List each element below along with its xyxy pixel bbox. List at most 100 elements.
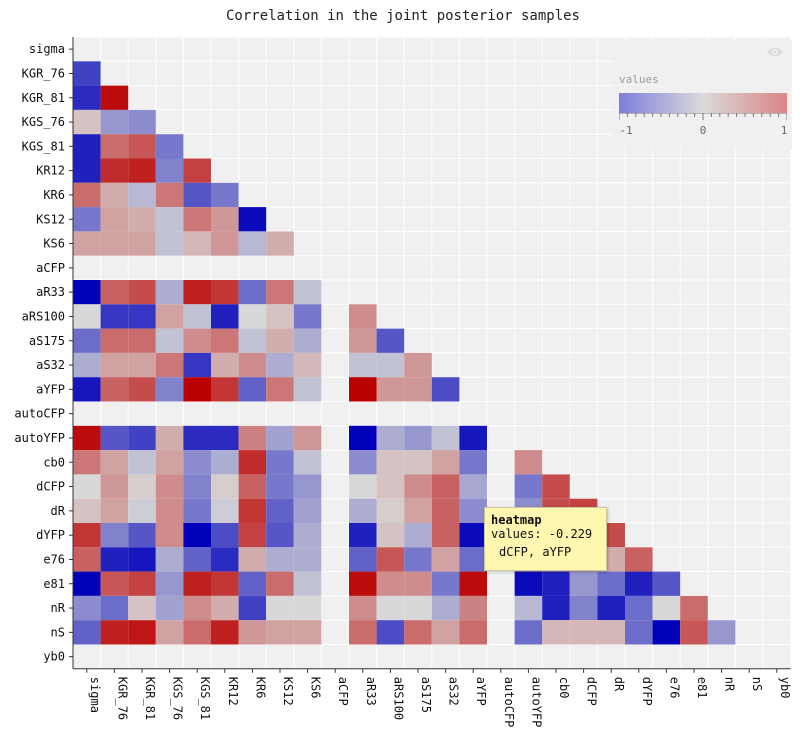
heatmap-cell[interactable]: dCFP, KS12: -0.45 xyxy=(266,474,294,499)
heatmap-cell[interactable]: nR, aR33: 0.35 xyxy=(349,595,377,621)
heatmap-cell[interactable]: e81, KGR_81: 0.7 xyxy=(128,571,156,596)
heatmap-cell[interactable]: dR, aYFP: -0.35 xyxy=(459,498,487,523)
heatmap-cell[interactable]: KS6, KGR_81: 0.25 xyxy=(128,231,156,256)
heatmap-cell[interactable]: nR, KGS_81: 0.35 xyxy=(183,595,211,621)
heatmap-cell[interactable]: aR33, KS6: -0.1 xyxy=(293,280,322,305)
heatmap-cell[interactable]: dYFP, KGR_81: -0.6 xyxy=(128,523,156,548)
heatmap-cell[interactable]: nR, dYFP: -0.5 xyxy=(625,595,653,621)
heatmap-cell[interactable]: aS175, KGS_81: 0.35 xyxy=(183,328,211,353)
heatmap-cell[interactable]: KS12, sigma: -0.45 xyxy=(73,207,101,232)
heatmap-cell[interactable]: dCFP, aR33: 0 xyxy=(349,474,377,499)
heatmap-cell[interactable]: nR, KS12: 0 xyxy=(266,595,294,621)
heatmap-cell[interactable]: cb0, aS32: 0.25 xyxy=(431,450,460,475)
heatmap-cell[interactable]: cb0, autoYFP: 0.35 xyxy=(514,450,543,475)
heatmap-cell[interactable]: aYFP, aR33: 1 xyxy=(349,377,377,402)
heatmap-cell[interactable]: autoYFP, aR33: -1 xyxy=(349,425,377,451)
heatmap-cell[interactable]: dR, KGR_76: 0.25 xyxy=(100,498,129,523)
heatmap-cell[interactable]: aS32, KGS_76: 0.45 xyxy=(155,352,184,378)
heatmap-cell[interactable]: KS12, KGS_76: -0.1 xyxy=(155,207,184,232)
heatmap-cell[interactable]: nS, aYFP: 0.5 xyxy=(459,620,487,645)
heatmap-cell[interactable]: aS32, aR33: -0.1 xyxy=(349,352,377,378)
heatmap-cell[interactable]: aS175, KGS_76: -0.1 xyxy=(155,328,184,353)
heatmap-cell[interactable]: dR, sigma: 0.1 xyxy=(73,498,101,523)
heatmap-cell[interactable]: dCFP, KS6: -0.3 xyxy=(293,474,322,499)
heatmap-cell[interactable]: aRS100, KR6: 0 xyxy=(238,304,267,329)
heatmap-cell[interactable]: aR33, KGS_81: 0.85 xyxy=(183,280,211,305)
heatmap-cell[interactable]: e76, KR12: -0.8 xyxy=(211,547,239,572)
heatmap-cell[interactable]: nS, e81: 0.6 xyxy=(680,620,708,645)
heatmap-cell[interactable]: aRS100, KS12: 0.1 xyxy=(266,304,294,329)
heatmap-cell[interactable]: e81, sigma: -1 xyxy=(73,571,101,596)
heatmap-cell[interactable]: cb0, KGR_76: 0.25 xyxy=(100,450,129,475)
heatmap-cell[interactable]: aYFP, aS32: -0.65 xyxy=(431,377,460,402)
heatmap-cell[interactable]: KR6, KGR_81: -0.15 xyxy=(128,182,156,208)
heatmap-cell[interactable]: aRS100, aR33: 0.35 xyxy=(349,304,377,329)
heatmap-cell[interactable]: autoYFP, KR6: 0.4 xyxy=(238,425,267,451)
heatmap-cell[interactable]: aS32, aRS100: -0.1 xyxy=(376,352,405,378)
heatmap-cell[interactable]: e76, KGS_81: -0.55 xyxy=(183,547,211,572)
heatmap-cell[interactable]: aRS100, sigma: 0 xyxy=(73,304,101,329)
heatmap-cell[interactable]: dCFP, KGS_81: -0.4 xyxy=(183,474,211,499)
heatmap-cell[interactable]: dYFP, aYFP: -0.95 xyxy=(459,523,487,548)
heatmap-cell[interactable]: aYFP, KR12: 0.75 xyxy=(211,377,239,402)
heatmap-cell[interactable]: e76, KR6: 0.2 xyxy=(238,547,267,572)
heatmap-cell[interactable]: KS12, KGR_76: 0.25 xyxy=(100,207,129,232)
heatmap-cell[interactable]: cb0, KGS_81: -0.35 xyxy=(183,450,211,475)
heatmap-cell[interactable]: e81, aS175: 0.35 xyxy=(404,571,432,596)
heatmap-cell[interactable]: nR, KGR_81: 0.1 xyxy=(128,595,156,621)
heatmap-cell[interactable]: aS32, KGR_81: 0.25 xyxy=(128,352,156,378)
heatmap-cell[interactable]: nS, aS32: 0.25 xyxy=(431,620,460,645)
heatmap-cell[interactable]: KGS_81, KGR_81: 0.6 xyxy=(128,134,156,159)
heatmap-cell[interactable]: nR, aS175: 0 xyxy=(404,595,432,621)
heatmap-cell[interactable]: autoYFP, KR12: -0.8 xyxy=(211,425,239,451)
heatmap-cell[interactable]: autoYFP, KS6: 0.3 xyxy=(293,425,322,451)
heatmap-cell[interactable]: autoYFP, KGR_76: -0.6 xyxy=(100,425,129,451)
heatmap-cell[interactable]: aS32, KS12: -0.2 xyxy=(266,352,294,378)
heatmap-cell[interactable]: aR33, sigma: -1 xyxy=(73,280,101,305)
heatmap-cell[interactable]: aRS100, KGS_76: 0.25 xyxy=(155,304,184,329)
heatmap-cell[interactable]: KS6, KGS_76: -0.1 xyxy=(155,231,184,256)
heatmap-cell[interactable]: nR, KGR_76: -0.5 xyxy=(100,595,129,621)
heatmap-cell[interactable]: dYFP, aR33: -0.85 xyxy=(349,523,377,548)
heatmap-cell[interactable]: nR, dR: -0.85 xyxy=(597,595,625,621)
heatmap-cell[interactable]: nR, e76: 0 xyxy=(652,595,681,621)
heatmap-cell[interactable]: nR, aYFP: 0.4 xyxy=(459,595,487,621)
heatmap-cell[interactable]: dYFP, KR12: -0.65 xyxy=(211,523,239,548)
heatmap-cell[interactable]: nR, KR12: 0.2 xyxy=(211,595,239,621)
heatmap-cell[interactable]: nS, KGS_81: 0.5 xyxy=(183,620,211,645)
heatmap-cell[interactable]: dCFP, aS32: 0.55 xyxy=(431,474,460,499)
heatmap-cell[interactable]: nS, KGR_81: 0.9 xyxy=(128,620,156,645)
heatmap-cell[interactable]: nS, KS12: 0.25 xyxy=(266,620,294,645)
heatmap-cell[interactable]: dYFP, aRS100: 0.1 xyxy=(376,523,405,548)
heatmap-cell[interactable]: aS175, KGR_76: 0.5 xyxy=(100,328,129,353)
heatmap-cell[interactable]: e81, KGR_76: 0.6 xyxy=(100,571,129,596)
heatmap-cell[interactable]: dCFP, KGR_81: 0.05 xyxy=(128,474,156,499)
heatmap-cell[interactable]: KGR_81, sigma: -0.8 xyxy=(73,85,101,110)
heatmap-cell[interactable]: aYFP, KGS_76: -0.4 xyxy=(155,377,184,402)
heatmap-cell[interactable]: aS32, aS175: 0.3 xyxy=(404,352,432,378)
heatmap-cell[interactable]: e76, KGR_81: -0.9 xyxy=(128,547,156,572)
heatmap-cell[interactable]: nR, autoYFP: -0.15 xyxy=(514,595,543,621)
heatmap-cell[interactable]: e76, aRS100: 0.6 xyxy=(376,547,405,572)
heatmap-cell[interactable]: KGS_76, sigma: 0.1 xyxy=(73,109,101,135)
heatmap-cell[interactable]: dCFP, autoYFP: -0.45 xyxy=(514,474,543,499)
heatmap-cell[interactable]: KR6, KR12: -0.45 xyxy=(211,182,239,208)
heatmap-cell[interactable]: dCFP, aYFP: -0.229 xyxy=(459,474,487,499)
heatmap-cell[interactable]: aYFP, aS175: 0.3 xyxy=(404,377,432,402)
heatmap-cell[interactable]: nR, KGS_76: -0.25 xyxy=(155,595,184,621)
heatmap-cell[interactable]: aRS100, KGR_76: -0.75 xyxy=(100,304,129,329)
heatmap-cell[interactable]: dYFP, KGS_76: 0.35 xyxy=(155,523,184,548)
heatmap-cell[interactable]: dCFP, cb0: 0.65 xyxy=(542,474,570,499)
heatmap-cell[interactable]: dCFP, KR12: 0.05 xyxy=(211,474,239,499)
heatmap-cell[interactable]: aS32, KGS_81: -0.75 xyxy=(183,352,211,378)
heatmap-cell[interactable]: e81, dCFP: -0.3 xyxy=(569,571,598,596)
heatmap-cell[interactable]: nS, aRS100: -0.65 xyxy=(376,620,405,645)
heatmap-cell[interactable]: dCFP, KGR_76: 0.3 xyxy=(100,474,129,499)
heatmap-cell[interactable]: aYFP, KGS_81: 1 xyxy=(183,377,211,402)
heatmap-cell[interactable]: nS, dCFP: 0.15 xyxy=(569,620,598,645)
heatmap-cell[interactable]: aS32, KR6: 0.35 xyxy=(238,352,267,378)
heatmap-cell[interactable]: dR, aS175: 0.25 xyxy=(404,498,432,523)
heatmap-cell[interactable]: nR, cb0: -0.85 xyxy=(542,595,570,621)
heatmap-cell[interactable]: KS12, KGS_81: 0.45 xyxy=(183,207,211,232)
